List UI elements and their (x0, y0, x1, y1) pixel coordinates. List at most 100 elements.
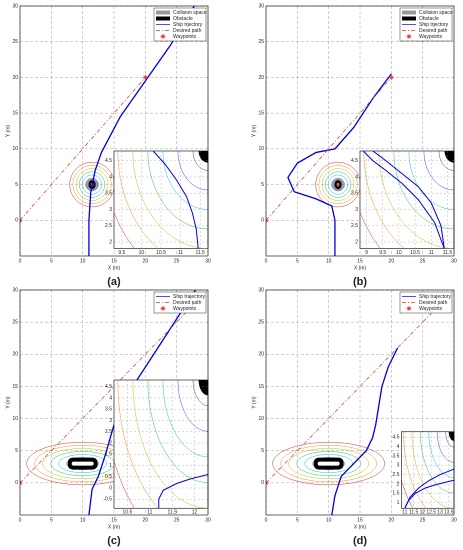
inset-x-tick-label: 11 (178, 250, 183, 256)
inset-y-tick-label: 3.5 (105, 191, 112, 197)
panel-label: (a) (107, 276, 121, 288)
panel-label: (d) (353, 535, 367, 547)
x-tick-label: 0 (19, 258, 22, 264)
inset-content (401, 431, 454, 509)
waypoint-marker (160, 306, 166, 311)
y-tick-label: 0 (261, 480, 264, 486)
inset-y-tick-label: 2.5 (351, 223, 358, 229)
axes-frame (265, 289, 455, 516)
contour (328, 174, 348, 195)
x-tick-label: 25 (174, 517, 180, 523)
inset-x-tick-label: 9 (365, 250, 368, 256)
series-line (331, 347, 399, 515)
legend-swatch (156, 10, 170, 15)
inset-y-tick-label: 2.5 (105, 223, 112, 229)
y-tick-label: 10 (12, 146, 18, 152)
inset-x-tick-label: 12 (420, 510, 426, 516)
y-tick-label: 5 (15, 182, 18, 188)
axes-frame (19, 5, 209, 257)
x-tick-label: 10 (80, 258, 86, 264)
inset-line (372, 151, 445, 249)
x-tick-label: 15 (357, 517, 363, 523)
contour (66, 457, 99, 470)
x-tick-label: 0 (265, 517, 268, 523)
waypoint-marker (406, 306, 412, 311)
axes-frame (265, 5, 455, 257)
inset: 11 11.5 12 12.5 13 13.511.522.533.544.5 (392, 431, 455, 516)
legend-box (153, 291, 207, 314)
inset-line (362, 151, 445, 249)
x-tick-label: 25 (420, 258, 426, 264)
legend-label: Desired path (173, 28, 202, 34)
inset-y-tick-label: 3 (109, 418, 112, 424)
legend-label: Obstacle (173, 16, 193, 22)
axes-frame (19, 289, 209, 516)
x-tick-label: 20 (143, 517, 149, 523)
inset: 10.5 11 11.5 12-0.500.511.522.533.544.5 (103, 379, 209, 516)
contour (296, 451, 361, 476)
panel: 0 5 10 15 20 25 30 0 5 10 15 20 25 30 X (m) Y (m) (b) 9 9.… (251, 3, 457, 288)
inset-line (152, 151, 199, 249)
inset-y-tick-label: 3.5 (392, 453, 399, 459)
series-group (266, 73, 394, 256)
inset-x-tick-label: 11.5 (195, 250, 205, 256)
legend-swatch (156, 16, 170, 21)
legend-label: Waypoints (173, 34, 197, 40)
y-tick-label: 10 (12, 416, 18, 422)
x-tick-label: 25 (174, 258, 180, 264)
y-tick-label: 30 (258, 287, 264, 293)
inset-y-tick-label: 2 (355, 239, 358, 245)
legend-label: Desired path (173, 300, 202, 306)
inset-line (404, 468, 454, 509)
inset-y-tick-label: 4 (355, 174, 358, 180)
inset-x-tick-label: 12.5 (426, 510, 436, 516)
series-group (20, 6, 195, 256)
legend-label: Obstacle (419, 16, 439, 22)
inset-y-tick-label: 4 (109, 395, 112, 401)
x-tick-label: 25 (420, 517, 426, 523)
contour (304, 454, 353, 473)
waypoint-marker (160, 34, 166, 39)
inset-y-tick-label: 3 (109, 207, 112, 213)
inset-y-tick-label: 2.5 (105, 429, 112, 435)
inset-y-tick-label: 3.5 (105, 407, 112, 413)
inset-x-tick-label: 10.5 (123, 510, 133, 516)
contour (272, 442, 385, 486)
y-tick-label: 10 (258, 146, 264, 152)
y-tick-label: 0 (15, 480, 18, 486)
inset-x-tick-label: 12 (192, 510, 198, 516)
x-axis-label: X (m) (354, 524, 367, 530)
x-tick-label: 15 (357, 258, 363, 264)
y-tick-label: 20 (258, 352, 264, 358)
y-tick-label: 25 (12, 319, 18, 325)
inset-y-tick-label: 3.5 (351, 191, 358, 197)
inset-line (404, 479, 454, 509)
legend-label: Collision space (173, 10, 207, 16)
contour (75, 168, 109, 201)
inset-y-tick-label: 1.5 (105, 452, 112, 458)
inset-y-tick-label: 1 (109, 463, 112, 469)
series-group (266, 290, 454, 515)
inset-y-tick-label: 4.5 (105, 384, 112, 390)
contour (85, 177, 99, 192)
legend-swatch (402, 16, 416, 21)
y-tick-label: 20 (12, 75, 18, 81)
contour (288, 448, 369, 480)
inset-y-tick-label: 4.5 (392, 435, 399, 441)
x-axis-label: X (m) (354, 265, 367, 271)
inset-x-tick-label: 10.5 (156, 250, 166, 256)
x-tick-label: 10 (80, 517, 86, 523)
inset: 9 9.5 10 10.5 11 11.5 2 2.5 3 3.5 4 4.5 (351, 150, 455, 256)
legend-label: Waypoints (173, 306, 197, 312)
y-tick-label: 20 (258, 75, 264, 81)
obstacle-core (336, 182, 340, 187)
contour (58, 454, 107, 473)
obstacle-edge (198, 151, 208, 163)
inset-y-tick-label: 1 (397, 500, 400, 506)
x-axis-label: X (m) (108, 265, 121, 271)
